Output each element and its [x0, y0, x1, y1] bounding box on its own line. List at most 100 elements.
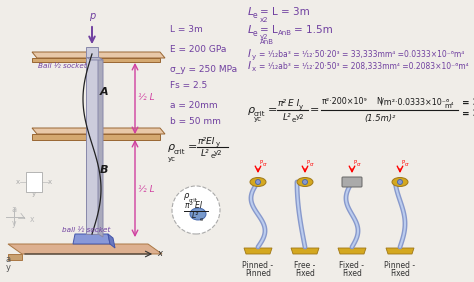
Text: ½ L: ½ L: [138, 92, 155, 102]
Text: L²: L²: [192, 211, 199, 220]
Bar: [26, 172, 42, 192]
Text: yc: yc: [168, 156, 176, 162]
Text: x: x: [48, 179, 52, 185]
Ellipse shape: [190, 208, 206, 220]
Text: E = 200 GPa: E = 200 GPa: [170, 45, 227, 54]
Text: cr: cr: [405, 162, 410, 167]
Text: e: e: [292, 117, 296, 123]
Text: x: x: [252, 66, 256, 72]
Text: σ_y = 250 MPa: σ_y = 250 MPa: [170, 65, 237, 74]
Text: Pinned -: Pinned -: [242, 261, 273, 270]
Text: =: =: [310, 105, 319, 115]
Text: y: y: [299, 104, 303, 110]
Text: Fixed: Fixed: [390, 270, 410, 279]
Text: = 1.5m: = 1.5m: [294, 25, 333, 35]
Text: L: L: [248, 25, 254, 35]
Polygon shape: [32, 52, 165, 58]
Text: = L: = L: [260, 25, 278, 35]
Polygon shape: [86, 57, 103, 60]
Polygon shape: [98, 57, 103, 237]
Polygon shape: [86, 47, 98, 57]
Text: y2: y2: [296, 114, 304, 120]
FancyBboxPatch shape: [342, 177, 362, 187]
Text: Fixed: Fixed: [295, 270, 315, 279]
Text: E I: E I: [288, 100, 299, 109]
Text: m⁴: m⁴: [444, 103, 454, 109]
Polygon shape: [32, 134, 160, 140]
Text: y: y: [32, 191, 36, 197]
Text: L = 3m: L = 3m: [170, 25, 203, 34]
Text: y: y: [6, 263, 10, 272]
Text: Fs = 2.5: Fs = 2.5: [170, 81, 207, 91]
Text: (1.5m)²: (1.5m)²: [364, 114, 395, 124]
Text: e: e: [253, 10, 258, 19]
Text: y2: y2: [260, 34, 268, 40]
Polygon shape: [338, 248, 366, 254]
Text: =: =: [188, 142, 197, 152]
Text: ½ L: ½ L: [138, 184, 155, 193]
Text: = L = 3m: = L = 3m: [260, 7, 310, 17]
Text: x2: x2: [260, 17, 268, 23]
Text: π²·200×10⁹: π²·200×10⁹: [322, 98, 368, 107]
Text: A: A: [100, 87, 109, 97]
Text: cr: cr: [357, 162, 362, 167]
Text: AnB: AnB: [278, 30, 292, 36]
Text: Fixed: Fixed: [342, 270, 362, 279]
Text: L: L: [248, 7, 254, 17]
Text: I: I: [248, 49, 251, 59]
Text: y: y: [216, 141, 220, 147]
Text: Free -: Free -: [294, 261, 316, 270]
Text: = 29,214N: = 29,214N: [462, 98, 474, 107]
Polygon shape: [8, 244, 162, 254]
Text: yc: yc: [254, 116, 262, 122]
Text: /m²·0.0333×10⁻⁶: /m²·0.0333×10⁻⁶: [381, 98, 449, 107]
Polygon shape: [86, 57, 98, 234]
Text: e: e: [253, 28, 258, 38]
Ellipse shape: [392, 177, 408, 186]
Text: π² EI: π² EI: [185, 201, 202, 210]
Polygon shape: [32, 128, 165, 134]
Text: a = 20mm: a = 20mm: [170, 100, 218, 109]
Text: y2: y2: [214, 150, 222, 156]
Text: crit: crit: [174, 149, 185, 155]
Text: π²EI: π²EI: [198, 136, 215, 146]
Ellipse shape: [255, 180, 261, 184]
Ellipse shape: [250, 177, 266, 186]
Text: P: P: [307, 160, 310, 165]
Text: I: I: [248, 61, 251, 71]
Text: π²: π²: [278, 100, 287, 109]
Text: e: e: [200, 217, 203, 222]
Polygon shape: [32, 58, 160, 62]
Text: Pinned: Pinned: [245, 270, 271, 279]
Circle shape: [172, 186, 220, 234]
Text: ρ: ρ: [184, 191, 190, 200]
Text: a: a: [5, 255, 10, 265]
Text: x: x: [16, 179, 20, 185]
Polygon shape: [291, 248, 319, 254]
Polygon shape: [73, 234, 110, 244]
Ellipse shape: [398, 180, 402, 184]
Text: L²: L²: [201, 149, 210, 158]
Polygon shape: [386, 248, 414, 254]
Text: = ¹⁄₁₂ba³ = ¹⁄₁₂·50·20³ = 33,333mm⁴ =0.0333×10⁻⁶m⁴: = ¹⁄₁₂ba³ = ¹⁄₁₂·50·20³ = 33,333mm⁴ =0.0…: [259, 50, 464, 58]
Text: y: y: [12, 219, 16, 228]
Text: P: P: [354, 160, 357, 165]
Text: P: P: [402, 160, 405, 165]
Text: ball ½ socket: ball ½ socket: [62, 227, 110, 233]
Text: y: y: [252, 54, 256, 60]
Text: Pinned -: Pinned -: [384, 261, 416, 270]
Polygon shape: [244, 248, 272, 254]
Text: e: e: [211, 153, 215, 159]
Text: =: =: [268, 105, 277, 115]
Text: p: p: [89, 11, 95, 21]
Text: x: x: [30, 215, 35, 224]
Text: = 29.2 kN: = 29.2 kN: [462, 109, 474, 118]
Text: cr: cr: [263, 162, 268, 167]
Text: crit: crit: [189, 198, 198, 203]
Polygon shape: [108, 234, 115, 248]
Text: b = 50 mm: b = 50 mm: [170, 118, 221, 127]
Polygon shape: [8, 254, 22, 260]
Text: a: a: [11, 206, 17, 215]
Text: L²: L²: [283, 113, 292, 122]
Text: cr: cr: [310, 162, 315, 167]
